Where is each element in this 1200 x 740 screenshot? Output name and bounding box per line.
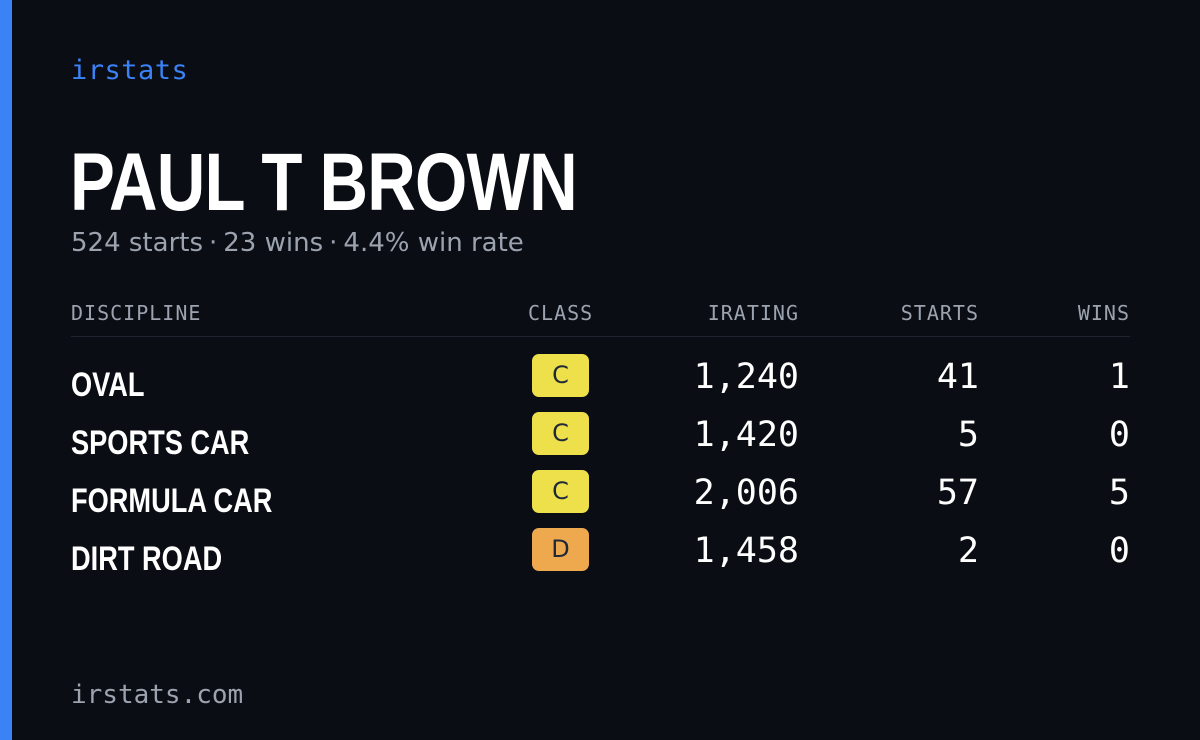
summary-starts: 524 starts [71,228,203,258]
summary-separator: · [329,228,338,258]
header-wins: WINS [1077,301,1130,325]
wins-value: 0 [1108,531,1130,571]
table-row: SPORTS CAR C 1,420 5 0 [71,412,1130,470]
license-class-badge: C [532,354,589,397]
brand-logo-text: irstats [71,55,189,86]
starts-value: 57 [936,473,979,513]
discipline-name: FORMULA CAR [71,482,273,520]
career-summary: 524 starts · 23 wins · 4.4% win rate [71,228,524,258]
irating-value: 1,420 [693,415,799,455]
summary-win-rate: 4.4% win rate [343,228,524,258]
irating-value: 1,458 [693,531,799,571]
table-row: OVAL C 1,240 41 1 [71,354,1130,412]
accent-bar [0,0,12,740]
discipline-stats-table: DISCIPLINE CLASS IRATING STARTS WINS OVA… [71,298,1130,586]
header-irating: IRATING [707,301,799,325]
starts-value: 2 [957,531,979,571]
irating-value: 1,240 [693,357,799,397]
license-class-badge: D [532,528,589,571]
wins-value: 1 [1108,357,1130,397]
wins-value: 5 [1108,473,1130,513]
irating-value: 2,006 [693,473,799,513]
header-starts: STARTS [900,301,979,325]
starts-value: 5 [957,415,979,455]
driver-name: PAUL T BROWN [70,137,578,228]
starts-value: 41 [936,357,979,397]
summary-separator: · [209,228,218,258]
license-class-badge: C [532,412,589,455]
footer-url: irstats.com [71,680,244,710]
summary-wins: 23 wins [223,228,324,258]
license-class-badge: C [532,470,589,513]
table-row: DIRT ROAD D 1,458 2 0 [71,528,1130,586]
discipline-name: DIRT ROAD [71,540,223,578]
wins-value: 0 [1108,415,1130,455]
discipline-name: SPORTS CAR [71,424,250,462]
table-body: OVAL C 1,240 41 1 SPORTS CAR C 1,420 5 0… [71,337,1130,586]
table-row: FORMULA CAR C 2,006 57 5 [71,470,1130,528]
header-discipline: DISCIPLINE [71,301,202,325]
discipline-name: OVAL [71,366,145,404]
table-header: DISCIPLINE CLASS IRATING STARTS WINS [71,298,1130,337]
header-class: CLASS [528,301,594,325]
